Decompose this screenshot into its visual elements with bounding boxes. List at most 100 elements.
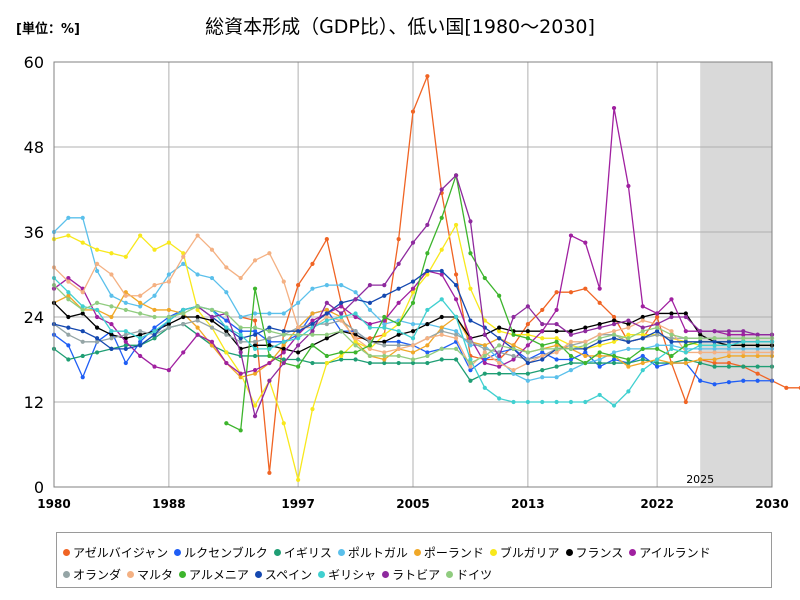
data-point xyxy=(655,343,660,348)
data-point xyxy=(568,329,574,334)
data-point xyxy=(66,332,71,337)
data-point xyxy=(267,339,272,344)
data-point xyxy=(669,332,674,337)
data-point xyxy=(611,105,617,111)
data-point xyxy=(296,336,301,341)
legend-swatch xyxy=(565,549,573,556)
data-point xyxy=(540,321,545,327)
data-point xyxy=(238,339,243,344)
data-point xyxy=(453,329,459,334)
data-point xyxy=(726,332,732,337)
data-point xyxy=(568,290,574,295)
data-point xyxy=(138,339,143,344)
data-point xyxy=(655,329,660,334)
data-point xyxy=(611,318,617,323)
data-point xyxy=(209,318,215,323)
data-point xyxy=(195,314,200,320)
data-point xyxy=(669,297,674,302)
data-point xyxy=(741,336,746,341)
data-point xyxy=(396,353,401,359)
data-point xyxy=(726,336,732,341)
data-point xyxy=(453,297,459,302)
data-point xyxy=(453,357,459,362)
data-point xyxy=(540,329,545,334)
data-point xyxy=(755,371,760,376)
data-point xyxy=(94,350,100,355)
data-point xyxy=(640,368,645,373)
data-point xyxy=(382,357,387,362)
data-point xyxy=(410,286,416,291)
data-point xyxy=(224,318,229,323)
data-point xyxy=(267,325,272,330)
y-tick-label: 36 xyxy=(24,223,44,242)
data-point xyxy=(166,307,171,313)
data-point xyxy=(382,325,387,330)
data-point xyxy=(726,360,732,366)
data-point xyxy=(410,300,416,305)
y-tick-label: 12 xyxy=(24,393,44,412)
data-point xyxy=(453,222,459,228)
data-point xyxy=(683,314,688,320)
legend-item: ギリシャ xyxy=(318,566,376,583)
data-point xyxy=(382,321,387,327)
data-point xyxy=(138,293,143,298)
data-point xyxy=(66,325,71,330)
legend-item: ブルガリア xyxy=(489,544,560,561)
data-point xyxy=(238,329,243,334)
data-point xyxy=(224,350,229,355)
data-point xyxy=(425,272,430,277)
data-point xyxy=(152,247,157,252)
data-point xyxy=(109,272,114,277)
data-point xyxy=(597,353,602,359)
legend-swatch xyxy=(382,571,390,578)
data-point xyxy=(94,247,100,252)
data-point xyxy=(683,336,688,341)
data-point xyxy=(640,314,645,320)
data-point xyxy=(453,346,459,351)
data-point xyxy=(382,350,387,355)
data-point xyxy=(540,343,545,348)
series-layer xyxy=(51,74,800,483)
data-point xyxy=(669,336,674,341)
data-point xyxy=(611,360,617,366)
data-point xyxy=(583,343,588,348)
data-point xyxy=(554,329,559,334)
legend-item: イギリス xyxy=(273,544,332,561)
data-point xyxy=(741,332,746,337)
data-point xyxy=(482,343,487,348)
data-point xyxy=(94,307,100,313)
legend-label: ルクセンブルク xyxy=(184,546,268,560)
data-point xyxy=(640,329,645,334)
data-point xyxy=(296,357,301,362)
legend-swatch xyxy=(446,571,454,578)
data-point xyxy=(726,353,732,359)
legend-item: アゼルバイジャン xyxy=(63,544,168,561)
data-point xyxy=(655,314,660,320)
data-point xyxy=(597,336,602,341)
data-point xyxy=(540,357,545,362)
data-point xyxy=(267,360,272,366)
data-point xyxy=(252,325,258,330)
data-point xyxy=(640,353,645,359)
data-point xyxy=(310,311,315,316)
data-point xyxy=(296,350,301,355)
data-point xyxy=(367,300,373,305)
data-point xyxy=(181,314,186,320)
data-point xyxy=(626,339,631,344)
data-point xyxy=(138,329,143,334)
data-point xyxy=(152,325,157,330)
data-point xyxy=(123,293,128,298)
data-point xyxy=(425,222,430,228)
data-point xyxy=(152,307,157,313)
data-point xyxy=(181,307,186,313)
data-point xyxy=(611,403,617,408)
data-point xyxy=(152,314,157,320)
data-point xyxy=(597,300,602,305)
data-point xyxy=(741,339,746,344)
data-point xyxy=(540,336,545,341)
data-point xyxy=(683,343,688,348)
legend-item: ドイツ xyxy=(446,566,492,583)
data-point xyxy=(640,304,645,309)
data-point xyxy=(683,311,688,316)
data-point xyxy=(324,353,329,359)
